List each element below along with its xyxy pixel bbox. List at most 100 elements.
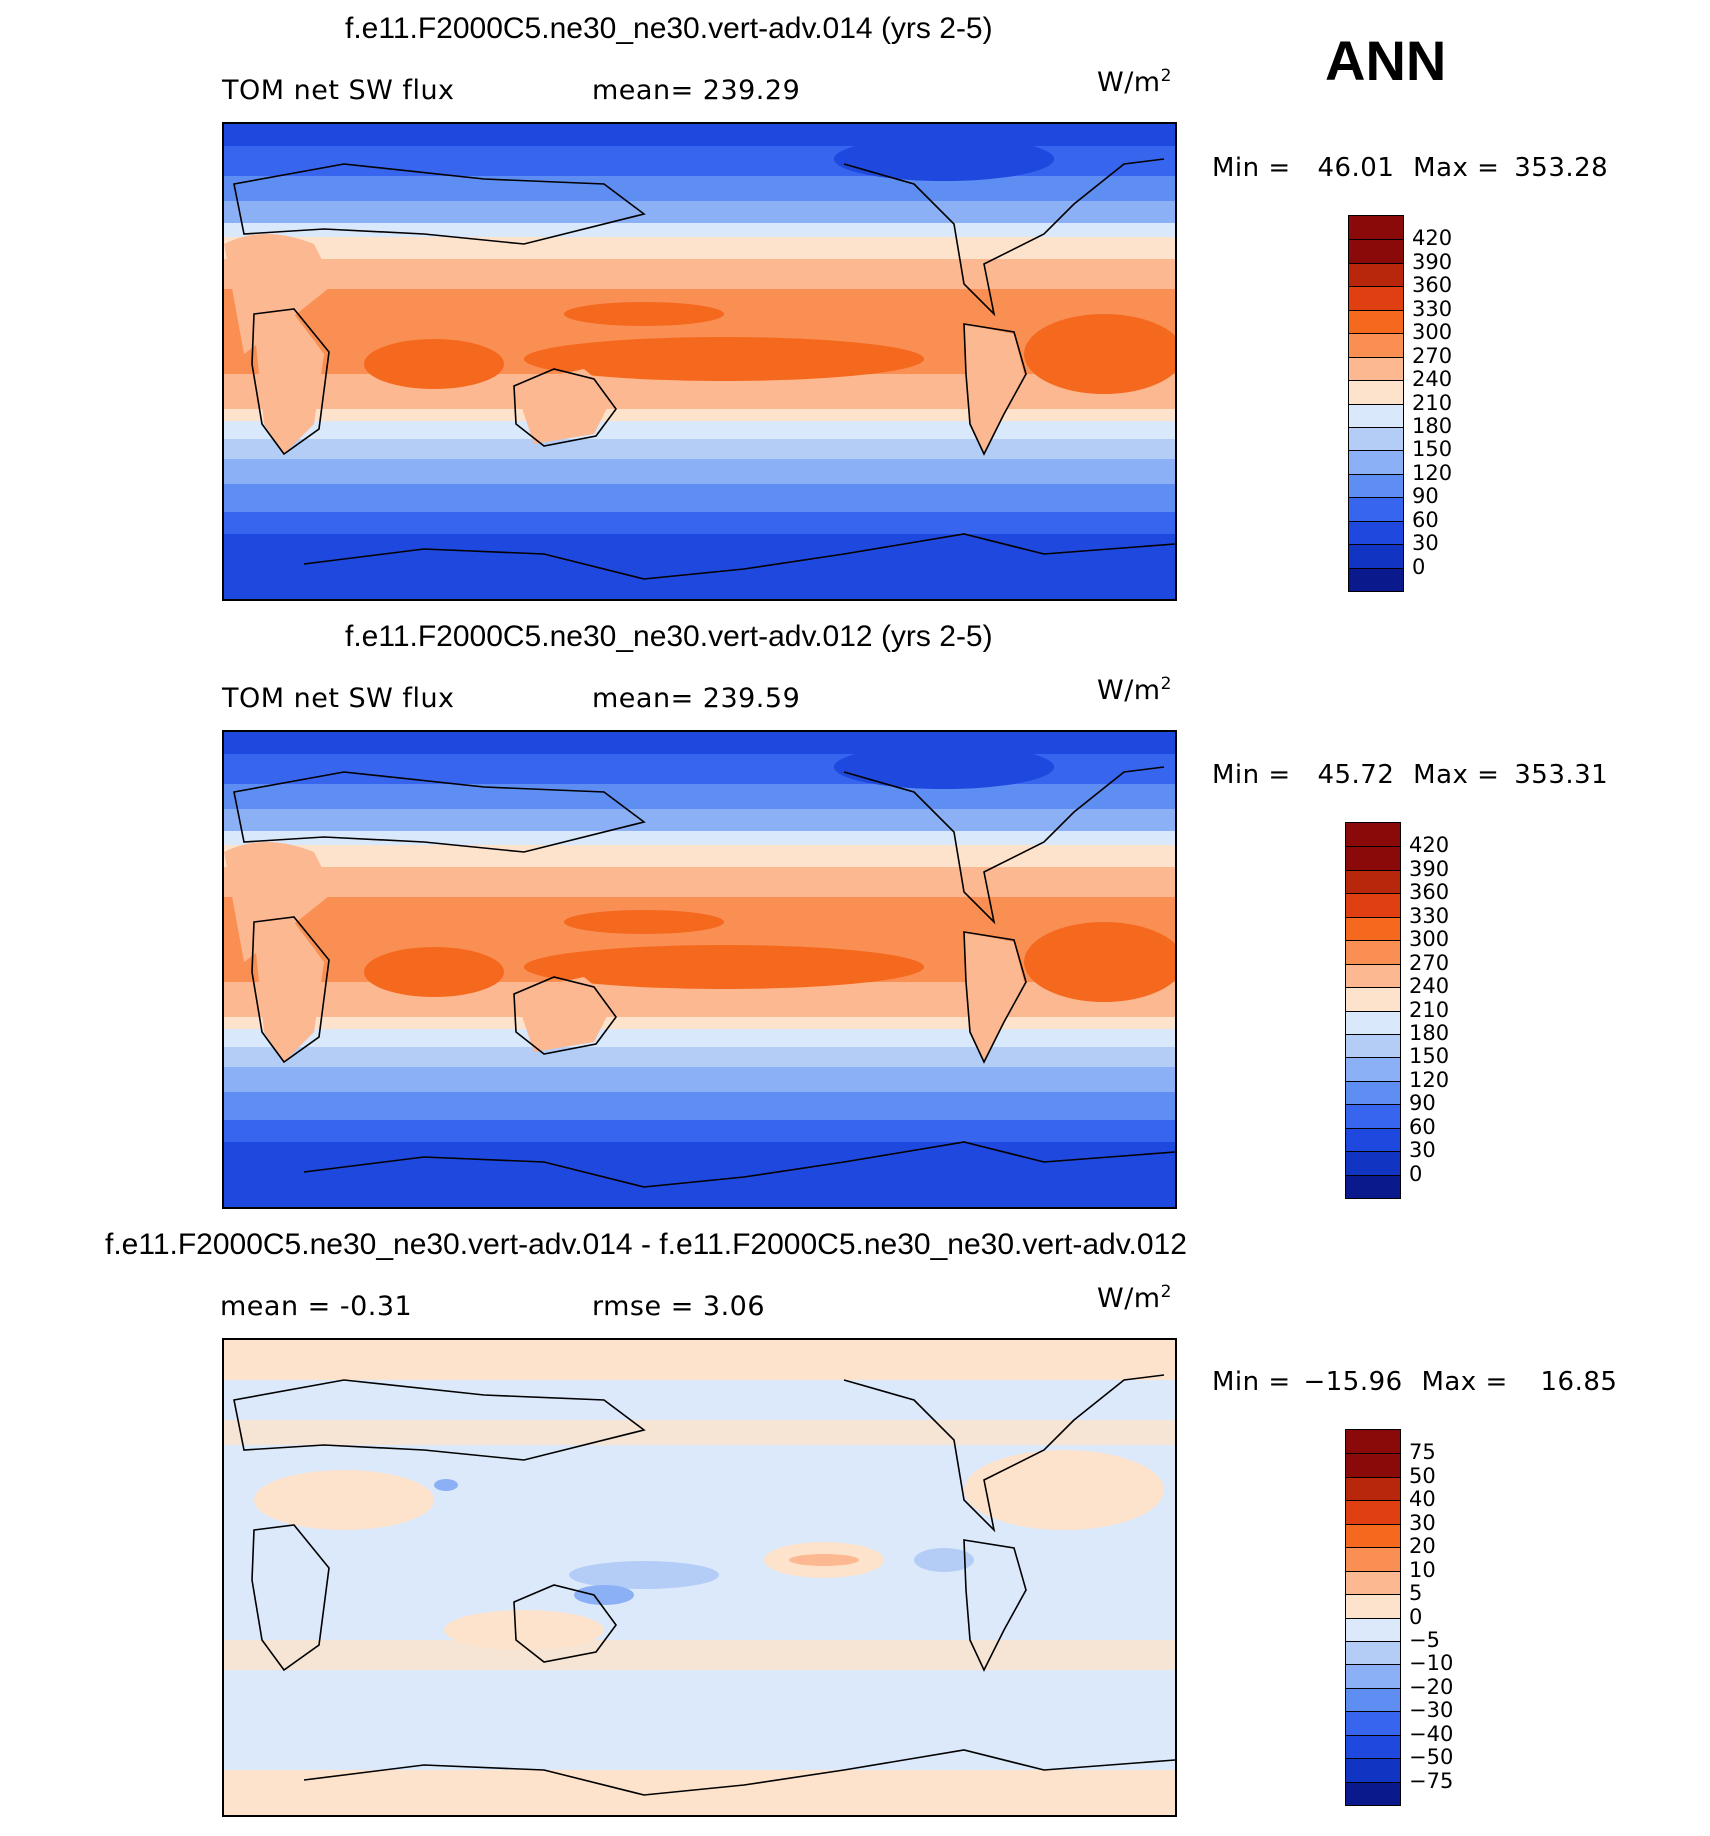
min-max-readout: Min = 45.72 Max = 353.31 xyxy=(1212,760,1608,790)
colorbar-swatch xyxy=(1349,239,1403,263)
colorbar-tick-label: 30 xyxy=(1409,1510,1436,1535)
colorbar-swatch xyxy=(1349,450,1403,474)
colorbar-tick-label: 240 xyxy=(1412,367,1453,392)
colorbar-swatch xyxy=(1346,1430,1400,1454)
colorbar-swatch xyxy=(1349,309,1403,334)
colorbar-tick-label: 360 xyxy=(1409,880,1450,905)
colorbar-tick-label: 270 xyxy=(1409,950,1450,975)
colorbar-swatch xyxy=(1346,846,1400,870)
colorbar-tick-label: 10 xyxy=(1409,1557,1436,1582)
colorbar-tick-label: 50 xyxy=(1409,1463,1436,1488)
colorbar-swatch xyxy=(1346,893,1400,917)
colorbar-tick-label: −50 xyxy=(1409,1745,1454,1770)
panel-title: f.e11.F2000C5.ne30_ne30.vert-adv.012 (yr… xyxy=(345,620,993,653)
colorbar-tick-label: 270 xyxy=(1412,343,1453,368)
colorbar-tick-label: 20 xyxy=(1409,1534,1436,1559)
max-value: 16.85 xyxy=(1540,1367,1618,1397)
colorbar-swatch xyxy=(1346,1664,1400,1688)
min-label: Min = xyxy=(1212,760,1291,790)
season-label: ANN xyxy=(1325,29,1447,92)
colorbar-tick-label: 0 xyxy=(1409,1161,1423,1186)
colorbar xyxy=(1345,1429,1401,1806)
units-exponent: 2 xyxy=(1160,66,1172,86)
colorbar-swatch xyxy=(1346,1104,1400,1128)
variable-label: TOM net SW flux xyxy=(222,683,455,714)
colorbar-swatch xyxy=(1346,1033,1400,1058)
min-label: Min = xyxy=(1212,153,1291,183)
colorbar-tick-label: −5 xyxy=(1409,1627,1440,1652)
rmse-label: rmse = 3.06 xyxy=(592,1291,766,1322)
max-label: Max = xyxy=(1421,1367,1508,1397)
colorbar-swatch xyxy=(1346,1500,1400,1524)
colorbar-swatch xyxy=(1346,1476,1400,1501)
units-label: W/m2 xyxy=(1097,66,1172,98)
colorbar-tick-label: −40 xyxy=(1409,1721,1454,1746)
colorbar-swatch xyxy=(1346,916,1400,941)
colorbar-swatch xyxy=(1349,333,1403,357)
units-text: W/m xyxy=(1097,67,1161,98)
colorbar-swatch xyxy=(1346,1523,1400,1548)
colorbar-tick-label: 180 xyxy=(1409,1020,1450,1045)
min-label: Min = xyxy=(1212,1367,1291,1397)
colorbar-tick-label: 0 xyxy=(1409,1604,1423,1629)
colorbar-tick-label: 420 xyxy=(1409,833,1450,858)
colorbar-swatch xyxy=(1346,1758,1400,1782)
colorbar-tick-label: 180 xyxy=(1412,413,1453,438)
colorbar-swatch xyxy=(1349,262,1403,287)
colorbar-swatch xyxy=(1349,497,1403,521)
colorbar-tick-label: 60 xyxy=(1412,507,1439,532)
colorbar-tick-label: −75 xyxy=(1409,1768,1454,1793)
colorbar-tick-label: 90 xyxy=(1409,1091,1436,1116)
colorbar-swatch xyxy=(1346,1547,1400,1571)
min-value: −15.96 xyxy=(1303,1367,1403,1397)
max-label: Max = xyxy=(1413,153,1500,183)
colorbar-tick-label: 150 xyxy=(1409,1044,1450,1069)
map-panel xyxy=(222,730,1177,1209)
colorbar-swatch xyxy=(1346,869,1400,894)
colorbar-swatch xyxy=(1346,1151,1400,1175)
colorbar-swatch xyxy=(1346,1687,1400,1712)
colorbar-tick-label: 330 xyxy=(1409,903,1450,928)
colorbar-swatch xyxy=(1346,1781,1400,1805)
colorbar xyxy=(1348,215,1404,592)
min-value: 46.01 xyxy=(1317,153,1395,183)
variable-label: TOM net SW flux xyxy=(222,75,455,106)
units-label: W/m2 xyxy=(1097,674,1172,706)
colorbar-swatch xyxy=(1346,1640,1400,1665)
diff-mean-label: mean = -0.31 xyxy=(220,1291,413,1322)
mean-label: mean= 239.29 xyxy=(592,75,801,106)
units-label: W/m2 xyxy=(1097,1282,1172,1314)
colorbar-tick-label: 360 xyxy=(1412,273,1453,298)
min-max-readout: Min = 46.01 Max = 353.28 xyxy=(1212,153,1608,183)
colorbar-tick-label: 300 xyxy=(1412,320,1453,345)
colorbar-swatch xyxy=(1349,544,1403,568)
panel-title: f.e11.F2000C5.ne30_ne30.vert-adv.014 (yr… xyxy=(345,12,993,45)
colorbar-swatch xyxy=(1346,1010,1400,1034)
colorbar-tick-label: 150 xyxy=(1412,437,1453,462)
colorbar-tick-label: 40 xyxy=(1409,1487,1436,1512)
colorbar-tick-label: 0 xyxy=(1412,554,1426,579)
colorbar-swatch xyxy=(1346,1734,1400,1759)
min-max-readout: Min = −15.96 Max = 16.85 xyxy=(1212,1367,1617,1397)
colorbar-tick-label: 300 xyxy=(1409,927,1450,952)
units-text: W/m xyxy=(1097,675,1161,706)
colorbar-swatch xyxy=(1349,567,1403,591)
colorbar-tick-label: 5 xyxy=(1409,1581,1423,1606)
colorbar-swatch xyxy=(1349,426,1403,451)
colorbar-swatch xyxy=(1346,1711,1400,1735)
colorbar-tick-label: 210 xyxy=(1412,390,1453,415)
colorbar-tick-label: 390 xyxy=(1409,856,1450,881)
sw-flux-map xyxy=(224,732,1175,1207)
colorbar-tick-label: 120 xyxy=(1409,1067,1450,1092)
colorbar-swatch xyxy=(1349,473,1403,498)
colorbar-swatch xyxy=(1346,1617,1400,1641)
colorbar-tick-label: 90 xyxy=(1412,484,1439,509)
colorbar-swatch xyxy=(1346,1594,1400,1618)
panel-title: f.e11.F2000C5.ne30_ne30.vert-adv.014 - f… xyxy=(105,1228,1187,1261)
colorbar-tick-label: 30 xyxy=(1409,1138,1436,1163)
mean-label: mean= 239.59 xyxy=(592,683,801,714)
colorbar-tick-label: 30 xyxy=(1412,531,1439,556)
colorbar-swatch xyxy=(1346,940,1400,964)
colorbar-swatch xyxy=(1346,1057,1400,1081)
colorbar-tick-label: 330 xyxy=(1412,296,1453,321)
